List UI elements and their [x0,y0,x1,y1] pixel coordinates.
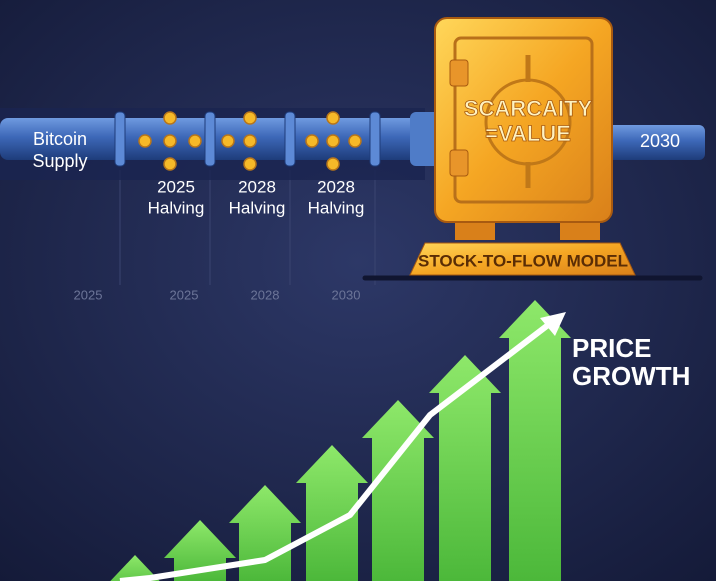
coin [138,134,152,148]
coin [163,134,177,148]
growth-label: GROWTH [572,361,690,391]
coin [188,134,202,148]
coin [326,157,340,171]
halving-year: 2028 [238,177,276,196]
pipe-joint [114,111,126,167]
vault-text: =VALUE [485,121,571,146]
growth-arrow [362,400,434,581]
halving-label: Halving [308,198,365,217]
pipe-right [605,125,705,160]
coin [163,111,177,125]
halving-year: 2025 [157,177,195,196]
vault-door [453,36,594,204]
coin [243,111,257,125]
halving-year: 2028 [317,177,355,196]
trend-arrowhead [540,312,566,336]
coin [348,134,362,148]
growth-arrow [109,555,161,581]
vault-base [409,242,636,276]
growth-arrow [429,355,501,581]
pipe-joint [284,111,296,167]
vault-hinge [449,59,469,87]
coin [163,157,177,171]
growth-arrow [499,300,571,581]
artwork: 2025 Halving 2028 Halving 2028 Halving 2025 202… [0,17,705,581]
timeline-year: 2030 [332,287,361,302]
pipe-joint [204,111,216,167]
coin [326,134,340,148]
timeline-year: 2025 [170,287,199,302]
pipe-label: Bitcoin [33,129,87,149]
coin [221,134,235,148]
vault-hinge [449,149,469,177]
growth-arrow [296,445,368,581]
pipe-label: Supply [32,151,87,171]
growth-arrow [229,485,301,581]
trend-line [119,319,554,581]
coin [243,134,257,148]
halving-label: Halving [148,198,205,217]
coin [305,134,319,148]
vault-text: SCARCAITY [464,96,593,121]
coin [243,157,257,171]
coin [326,111,340,125]
timeline-year: 2025 [74,287,103,302]
vault-body [434,17,613,223]
pipe-joint [369,111,381,167]
halving-label: Halving [229,198,286,217]
pipe-end [410,112,440,166]
pipe-end-label: 2030 [640,131,680,151]
timeline-year: 2028 [251,287,280,302]
vault-base-label: STOCK-TO-FLOW MODEL [418,251,628,270]
growth-label: PRICE [572,333,651,363]
